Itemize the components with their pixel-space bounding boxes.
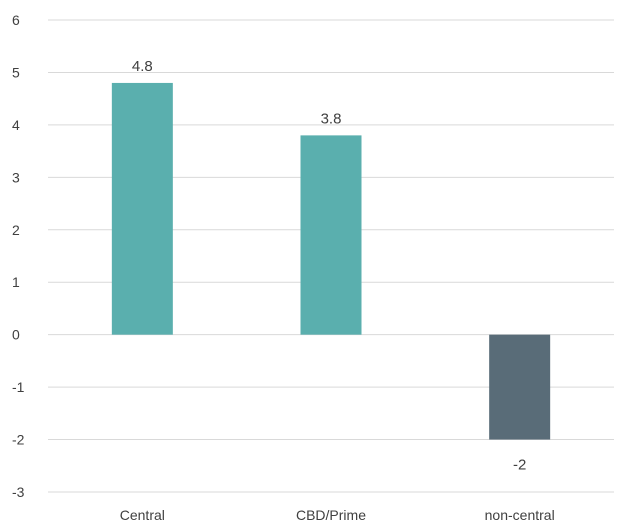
category-labels: Central CBD/Prime non-central: [120, 507, 555, 523]
category-label: Central: [120, 507, 165, 523]
y-tick-label: 3: [12, 169, 20, 185]
y-tick-label: 4: [12, 117, 20, 133]
y-tick-label: -3: [12, 484, 25, 500]
data-labels: 4.8 3.8 -2: [132, 58, 526, 474]
bar-non-central: [489, 334, 551, 440]
bar-cbd-prime: [300, 135, 362, 335]
category-label: non-central: [485, 507, 555, 523]
data-label: -2: [513, 457, 526, 474]
bar-central: [111, 82, 173, 335]
y-tick-label: 2: [12, 222, 20, 238]
y-tick-label: 1: [12, 274, 20, 290]
y-tick-label: 5: [12, 64, 20, 80]
data-label: 4.8: [132, 58, 153, 75]
y-axis-tick-labels: 6 5 4 3 2 1 0 -1 -2 -3: [12, 12, 25, 500]
y-tick-label: -1: [12, 379, 25, 395]
bars: [111, 82, 551, 440]
y-tick-label: 6: [12, 12, 20, 28]
data-label: 3.8: [321, 110, 342, 127]
y-tick-label: -2: [12, 432, 25, 448]
category-label: CBD/Prime: [296, 507, 366, 523]
y-tick-label: 0: [12, 327, 20, 343]
